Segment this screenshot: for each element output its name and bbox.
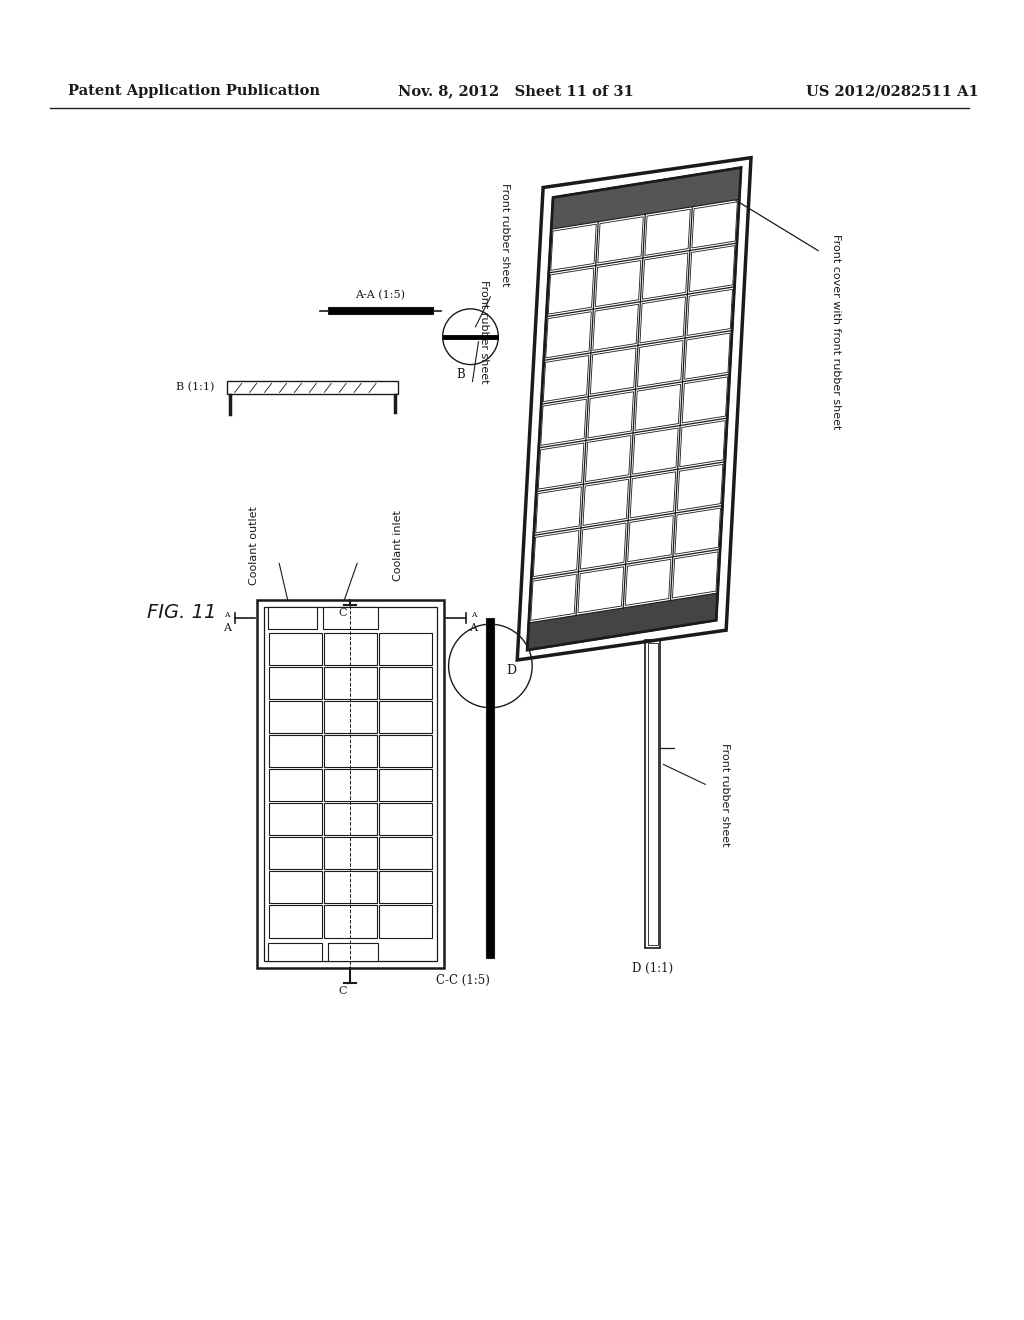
Bar [379, 634, 432, 665]
Bar [647, 643, 657, 945]
Bar [324, 804, 377, 836]
Text: Coolant outlet: Coolant outlet [249, 506, 259, 585]
Text: C-C (1:5): C-C (1:5) [435, 974, 489, 987]
Text: A-A (1:5): A-A (1:5) [355, 290, 404, 300]
Bar [263, 607, 436, 961]
Bar [268, 871, 322, 903]
Bar [268, 735, 322, 767]
Text: A: A [224, 611, 229, 619]
Bar [379, 667, 432, 700]
Text: Nov. 8, 2012   Sheet 11 of 31: Nov. 8, 2012 Sheet 11 of 31 [398, 84, 634, 98]
Bar [268, 770, 322, 801]
Text: FIG. 11: FIG. 11 [147, 603, 217, 622]
Text: C: C [338, 609, 347, 618]
Bar [644, 640, 660, 949]
Bar [226, 381, 398, 395]
Polygon shape [527, 593, 718, 649]
Bar [268, 701, 322, 734]
Bar [379, 735, 432, 767]
Bar [324, 667, 377, 700]
Text: D: D [506, 664, 516, 677]
Text: Coolant inlet: Coolant inlet [393, 510, 402, 581]
Bar [324, 871, 377, 903]
Text: US 2012/0282511 A1: US 2012/0282511 A1 [806, 84, 979, 98]
Text: B: B [457, 368, 465, 381]
Bar [267, 944, 323, 961]
Bar [268, 634, 322, 665]
Bar [379, 770, 432, 801]
Text: Front rubber sheet: Front rubber sheet [501, 183, 510, 286]
Bar [324, 634, 377, 665]
Bar [267, 607, 317, 630]
Text: Front rubber sheet: Front rubber sheet [479, 280, 489, 384]
Text: Front cover with front rubber sheet: Front cover with front rubber sheet [830, 234, 841, 429]
Bar [324, 735, 377, 767]
Bar [379, 701, 432, 734]
Bar [257, 601, 443, 969]
Text: A: A [223, 623, 230, 634]
Bar [324, 770, 377, 801]
Bar [379, 837, 432, 870]
Bar [324, 906, 377, 937]
Bar [324, 701, 377, 734]
Bar [268, 804, 322, 836]
Text: B (1:1): B (1:1) [176, 383, 215, 392]
Bar [268, 667, 322, 700]
Text: Patent Application Publication: Patent Application Publication [68, 84, 319, 98]
Bar [324, 607, 378, 630]
Polygon shape [551, 168, 741, 230]
Bar [268, 906, 322, 937]
Text: Front rubber sheet: Front rubber sheet [720, 743, 730, 846]
Polygon shape [527, 168, 741, 649]
Bar [486, 618, 495, 958]
Bar [379, 871, 432, 903]
Text: C: C [338, 986, 347, 997]
Bar [324, 837, 377, 870]
Text: D (1:1): D (1:1) [632, 962, 673, 975]
Bar [268, 837, 322, 870]
Bar [329, 944, 378, 961]
Bar [379, 906, 432, 937]
Text: A: A [469, 623, 477, 634]
Bar [329, 306, 433, 314]
Text: A: A [471, 611, 476, 619]
Bar [379, 804, 432, 836]
